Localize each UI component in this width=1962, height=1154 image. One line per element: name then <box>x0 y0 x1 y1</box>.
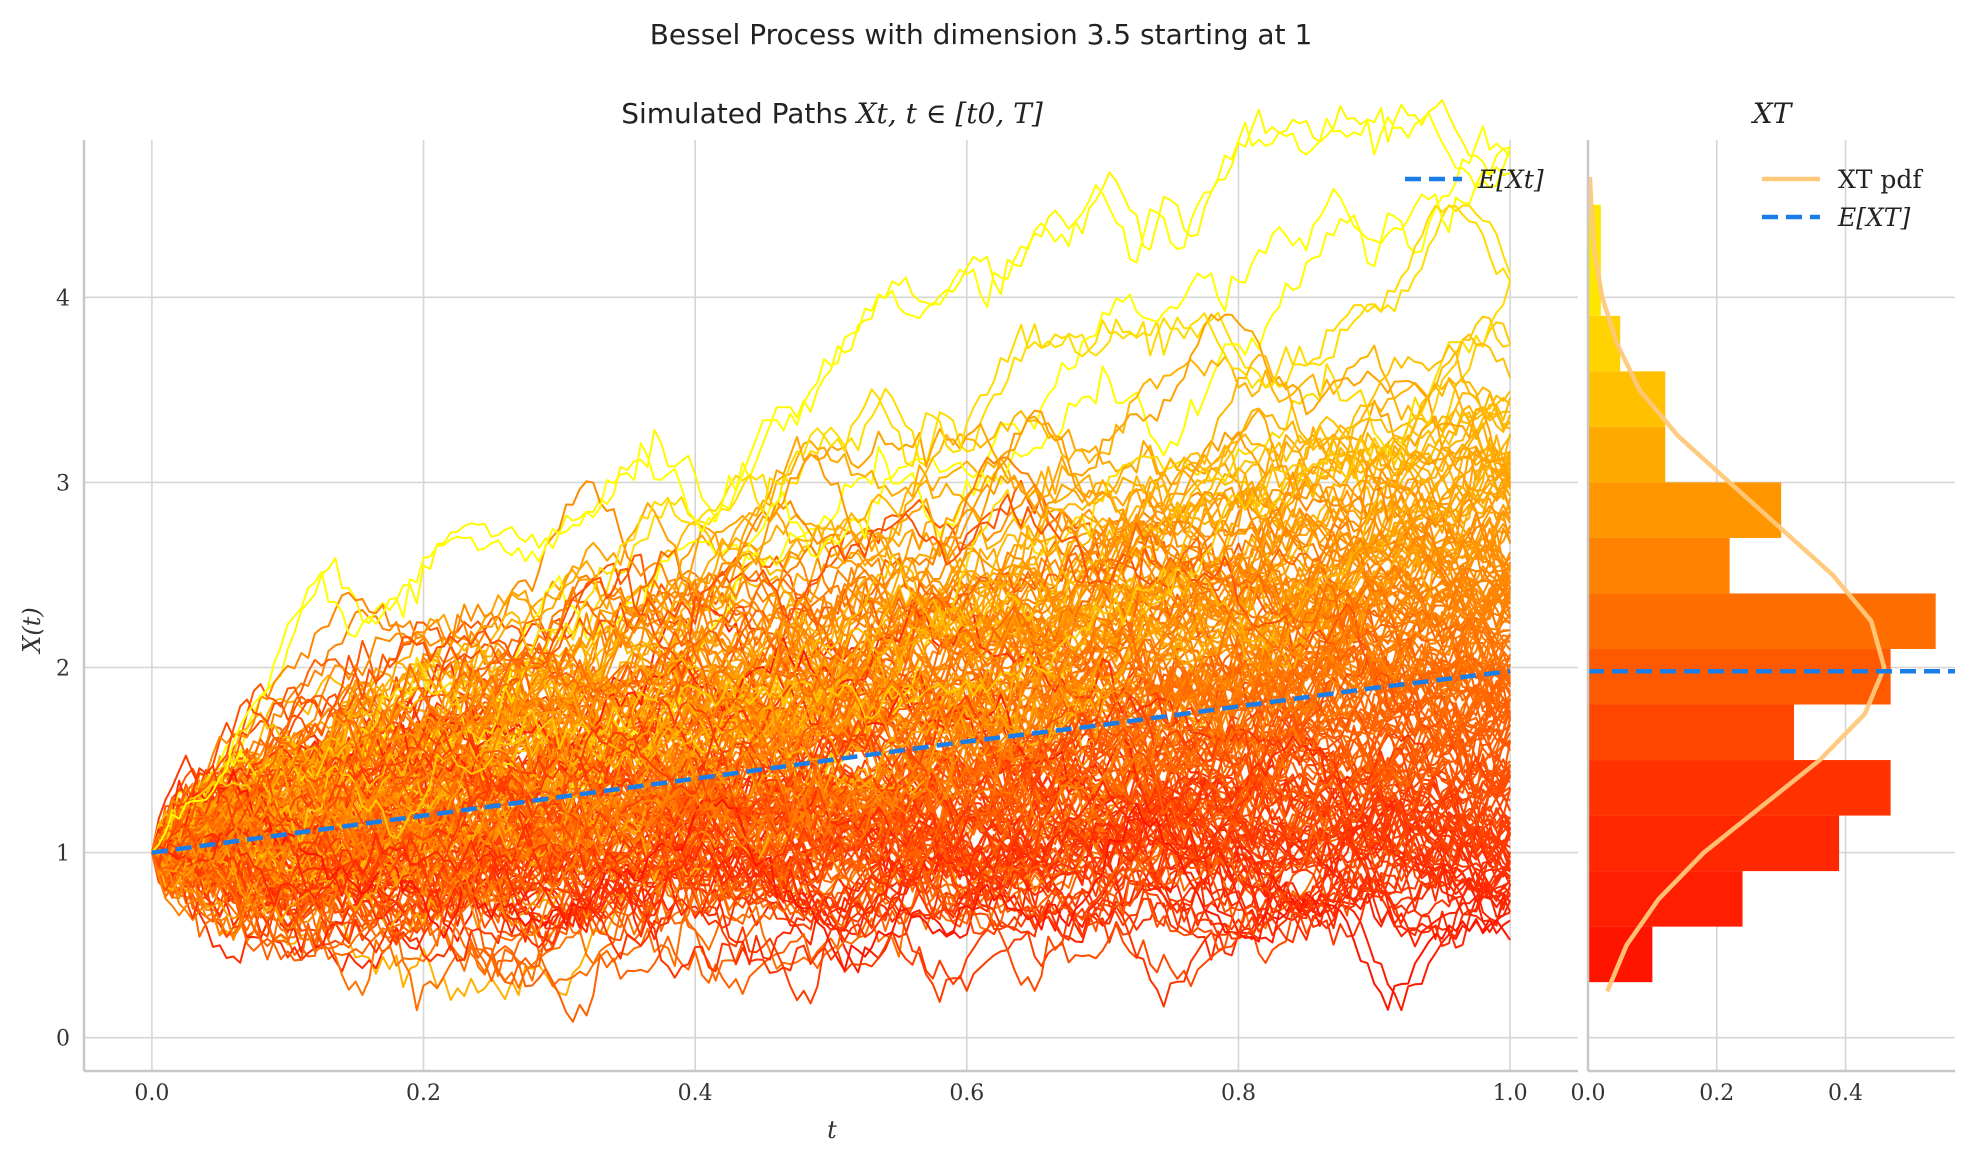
simulated-path <box>151 528 1511 870</box>
paths-x-axis-label: t <box>827 1116 837 1144</box>
histogram-bar <box>1588 482 1782 538</box>
expectation-line <box>151 668 1511 855</box>
simulated-path <box>150 469 1512 923</box>
simulated-path <box>150 574 1511 862</box>
simulated-path <box>151 780 1511 948</box>
histogram-x-tick-label: 0.4 <box>1828 1081 1863 1106</box>
figure-suptitle: Bessel Process with dimension 3.5 starti… <box>650 18 1313 51</box>
simulated-path <box>150 694 1511 880</box>
histogram-bar <box>1588 871 1743 927</box>
simulated-paths <box>150 99 1512 1023</box>
exp-legend-label: E[XT] <box>1837 203 1910 232</box>
paths-x-tick-label: 0.4 <box>678 1081 713 1106</box>
pdf-curve <box>1587 176 1887 993</box>
paths-x-tick-label: 0.8 <box>1221 1081 1256 1106</box>
paths-y-tick-label: 1 <box>56 842 70 867</box>
histogram-legend: XT pdf E[XT] <box>1762 165 1923 232</box>
simulated-path <box>151 147 1511 855</box>
simulated-path <box>150 399 1512 872</box>
histogram-bar <box>1588 926 1653 983</box>
histogram-bar <box>1588 593 1936 649</box>
simulated-path <box>150 465 1511 870</box>
simulated-path <box>150 594 1512 885</box>
histogram-bar <box>1588 537 1730 594</box>
simulated-path <box>150 623 1511 853</box>
simulated-path <box>151 204 1511 854</box>
simulated-path <box>151 703 1511 887</box>
simulated-path <box>151 639 1512 962</box>
paths-panel-title: Simulated Paths Xt, t ∈ [t0, T] <box>621 97 1043 130</box>
simulated-path <box>150 390 1511 853</box>
simulated-path <box>150 635 1511 857</box>
histogram-bars <box>1588 204 1936 983</box>
paths-y-tick-label: 3 <box>56 471 70 496</box>
paths-x-tick-label: 0.0 <box>134 1081 169 1106</box>
paths-x-ticks: 0.0 0.2 0.4 0.6 0.8 1.0 <box>134 1081 1527 1106</box>
paths-panel-title-math: Xt, t ∈ [t0, T] <box>855 97 1043 130</box>
simulated-path <box>150 445 1512 872</box>
histogram-bar <box>1588 426 1666 483</box>
histogram-bar <box>1588 760 1891 816</box>
histogram-bar <box>1588 704 1795 761</box>
simulated-path <box>151 350 1511 877</box>
pdf-legend-label: XT pdf <box>1838 165 1923 194</box>
simulated-path <box>151 521 1512 854</box>
paths-legend: E[Xt] <box>1405 165 1544 194</box>
simulated-path <box>150 690 1511 853</box>
histogram-x-ticks: 0.0 0.2 0.4 <box>1571 1081 1864 1106</box>
histogram-bar <box>1588 371 1666 427</box>
histogram-bar <box>1588 648 1891 705</box>
paths-panel-title-text: Simulated Paths <box>621 97 856 130</box>
histogram-panel: XT 0.0 0.2 0.4 XT pdf E[XT] <box>1571 97 1955 1106</box>
simulated-path <box>151 783 1511 1008</box>
paths-y-tick-label: 0 <box>56 1027 70 1052</box>
simulated-path <box>151 808 1511 966</box>
simulated-path <box>151 711 1511 904</box>
simulated-path <box>151 772 1511 931</box>
simulated-path <box>151 526 1511 897</box>
paths-y-ticks: 0 1 2 3 4 <box>56 286 70 1051</box>
paths-x-tick-label: 1.0 <box>1493 1081 1528 1106</box>
simulated-path <box>151 493 1511 856</box>
simulated-path <box>151 111 1512 854</box>
paths-y-axis-label: X(t) <box>18 607 46 654</box>
histogram-x-tick-label: 0.2 <box>1699 1081 1734 1106</box>
paths-legend-label: E[Xt] <box>1477 165 1544 194</box>
simulated-path <box>151 613 1511 877</box>
simulated-path <box>150 769 1511 1011</box>
histogram-x-tick-label: 0.0 <box>1571 1081 1606 1106</box>
histogram-panel-title: XT <box>1751 97 1794 130</box>
simulated-path <box>150 728 1512 937</box>
paths-y-tick-label: 2 <box>56 657 70 682</box>
paths-axes <box>82 140 1578 1073</box>
simulated-path <box>151 637 1511 948</box>
simulated-path <box>151 315 1511 855</box>
paths-x-tick-label: 0.6 <box>949 1081 984 1106</box>
paths-x-tick-label: 0.2 <box>406 1081 441 1106</box>
simulated-path <box>150 99 1511 853</box>
paths-panel: Simulated Paths Xt, t ∈ [t0, T] 0.0 0.2 0.… <box>18 97 1578 1144</box>
histogram-axes <box>1586 140 1955 1073</box>
paths-y-tick-label: 4 <box>56 286 70 311</box>
